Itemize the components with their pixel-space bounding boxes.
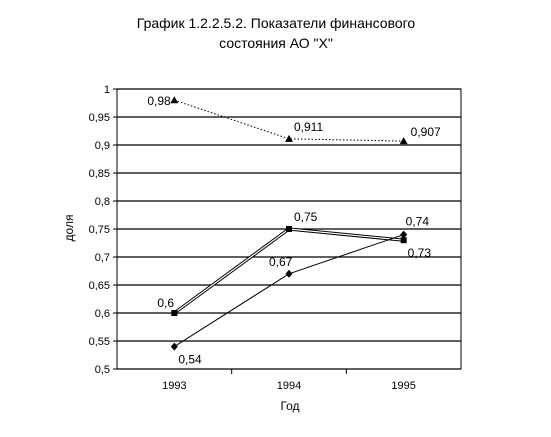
series-1 [170, 96, 408, 145]
chart-title-line-2: состояния АО "Х" [219, 35, 333, 51]
data-label: 0,911 [294, 120, 323, 134]
data-label: 0,907 [411, 125, 441, 139]
y-tick-label: 0,85 [89, 168, 110, 180]
x-axis-label: Год [280, 399, 299, 413]
series-3 [170, 230, 408, 351]
data-point [286, 226, 292, 232]
y-tick-label: 1 [104, 84, 110, 96]
data-point [400, 230, 408, 239]
data-label: 0,75 [294, 210, 318, 224]
series-line [174, 99, 404, 142]
data-label: 0,98 [147, 94, 171, 108]
data-point [399, 137, 408, 145]
data-point [171, 310, 178, 316]
y-tick-label: 0,9 [95, 140, 110, 152]
data-labels: 0,98 0,911 0,907 0,6 0,75 0,73 0,54 0,67 0,74 [147, 94, 441, 366]
data-point [400, 237, 407, 244]
series [170, 96, 408, 351]
data-label: 0,67 [269, 255, 293, 269]
data-point [285, 269, 293, 278]
data-label: 0,74 [406, 215, 430, 229]
series-line [174, 234, 404, 348]
axis-ticks: 0,5 0,55 0,6 0,65 0,7 0,75 0,8 0,85 0,9 0,95 1 1993… [89, 84, 416, 392]
y-tick-label: 0,65 [89, 280, 110, 292]
data-label: 0,6 [157, 296, 174, 310]
data-label: 0,54 [178, 353, 202, 367]
data-point [285, 134, 293, 142]
x-tick-label: 1995 [391, 380, 415, 392]
data-point [170, 342, 178, 351]
y-tick-label: 0,5 [95, 364, 110, 376]
chart-title-line-1: График 1.2.2.5.2. Показатели финансового [137, 15, 416, 31]
data-point [170, 96, 179, 104]
x-tick-label: 1993 [162, 380, 186, 392]
y-tick-label: 0,55 [89, 336, 110, 348]
x-tick-label: 1994 [277, 380, 301, 392]
series-2 [171, 226, 407, 316]
y-axis-label: доля [62, 215, 76, 242]
y-tick-label: 0,95 [89, 112, 110, 124]
y-tick-label: 0,75 [89, 224, 110, 236]
y-tick-label: 0,6 [95, 308, 110, 320]
y-tick-label: 0,8 [95, 196, 110, 208]
data-label: 0,73 [408, 246, 432, 260]
y-tick-label: 0,7 [95, 252, 110, 264]
